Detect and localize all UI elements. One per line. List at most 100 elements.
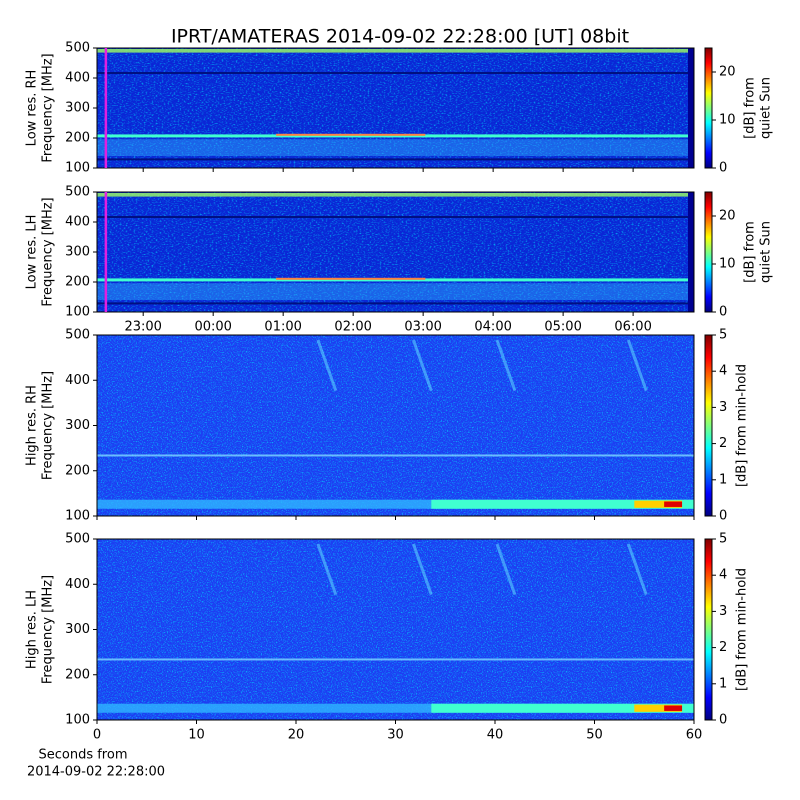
x-tick-label: 40 <box>487 728 504 743</box>
y-tick-label: 200 <box>65 275 90 290</box>
colorbar <box>704 191 713 313</box>
band <box>97 193 694 197</box>
band <box>97 216 694 218</box>
colorbar-tick-label: 4 <box>719 364 727 379</box>
colorbar <box>704 334 713 517</box>
x-tick-label: 02:00 <box>334 320 371 335</box>
burst <box>495 543 517 596</box>
colorbar-tick-label: 2 <box>719 640 727 655</box>
colorbar-label: [dB] from min-hold <box>735 364 750 487</box>
band <box>634 704 683 712</box>
x-tick-label: 06:00 <box>614 320 651 335</box>
colorbar-tick-label: 1 <box>719 676 727 691</box>
burst <box>316 543 338 596</box>
band <box>97 72 694 74</box>
colorbar-tick-label: 5 <box>719 532 727 547</box>
colorbar-tick-label: 4 <box>719 568 727 583</box>
y-tick-label: 200 <box>65 667 90 682</box>
y-tick-label: 100 <box>65 161 90 176</box>
y-tick-label: 500 <box>65 532 90 547</box>
y-tick-label: 300 <box>65 622 90 637</box>
x-tick-label: 10 <box>188 728 205 743</box>
colorbar-tick-label: 20 <box>719 209 736 224</box>
colorbar-tick-label: 0 <box>719 161 727 176</box>
colorbar-label: quiet Sun <box>759 77 774 139</box>
band <box>97 703 694 713</box>
band <box>97 278 694 282</box>
y-tick-label: 500 <box>65 41 90 56</box>
band <box>97 158 694 161</box>
burst <box>495 339 517 392</box>
colorbar-tick-label: 3 <box>719 604 727 619</box>
burst <box>626 543 648 596</box>
y-tick-label: 100 <box>65 509 90 524</box>
colorbar-label: [dB] from min-hold <box>735 568 750 691</box>
burst <box>626 339 648 392</box>
colorbar <box>704 47 713 169</box>
colorbar-tick-label: 20 <box>719 65 736 80</box>
y-axis-label: Frequency [MHz] <box>41 575 56 684</box>
burst <box>411 543 433 596</box>
y-axis-label: High res. LH <box>25 590 40 669</box>
y-tick-label: 100 <box>65 305 90 320</box>
band <box>431 499 694 509</box>
x-tick-label: 20 <box>288 728 305 743</box>
chart-title: IPRT/AMATERAS 2014-09-02 22:28:00 [UT] 0… <box>171 26 629 48</box>
band <box>431 703 694 713</box>
band <box>664 501 683 507</box>
y-tick-label: 400 <box>65 71 90 86</box>
y-axis-label: Frequency [MHz] <box>41 371 56 480</box>
band <box>97 49 694 53</box>
x-axis-label: Seconds from <box>38 748 127 763</box>
colorbar-tick-label: 0 <box>719 305 727 320</box>
colorbar-tick-label: 3 <box>719 400 727 415</box>
x-axis-label: 2014-09-02 22:28:00 <box>27 765 165 780</box>
y-tick-label: 300 <box>65 245 90 260</box>
colorbar-tick-label: 10 <box>719 257 736 272</box>
band <box>97 139 694 156</box>
spectrogram-noise <box>97 48 694 168</box>
panel: 100 200 300 400 500 High res. RH Frequency [MH… <box>25 328 750 524</box>
colorbar-tick-label: 10 <box>719 113 736 128</box>
colorbar-label: [dB] from <box>743 77 758 139</box>
x-tick-label: 0 <box>93 728 101 743</box>
band <box>688 48 694 168</box>
burst <box>316 339 338 392</box>
y-tick-label: 400 <box>65 373 90 388</box>
x-tick-label: 04:00 <box>474 320 511 335</box>
y-tick-label: 200 <box>65 463 90 478</box>
x-tick-label: 60 <box>686 728 703 743</box>
x-tick-label: 00:00 <box>194 320 231 335</box>
x-tick-label: 23:00 <box>124 320 161 335</box>
colorbar-label: quiet Sun <box>759 221 774 283</box>
spectrogram-noise <box>97 335 694 516</box>
band <box>664 705 683 711</box>
band <box>97 302 694 305</box>
y-tick-label: 500 <box>65 328 90 343</box>
y-axis-label: High res. RH <box>25 385 40 466</box>
colorbar-tick-label: 0 <box>719 509 727 524</box>
y-axis-label: Low res. RH <box>25 70 40 147</box>
burst <box>411 339 433 392</box>
band <box>97 499 694 509</box>
band <box>97 283 694 300</box>
y-tick-label: 100 <box>65 713 90 728</box>
y-axis-label: Frequency [MHz] <box>41 197 56 306</box>
x-tick-label: 05:00 <box>544 320 581 335</box>
band <box>634 500 683 508</box>
colorbar-tick-label: 1 <box>719 472 727 487</box>
band <box>97 454 694 457</box>
y-axis-label: Frequency [MHz] <box>41 53 56 162</box>
x-tick-label: 03:00 <box>404 320 441 335</box>
spectrogram-noise <box>97 539 694 720</box>
colorbar-label: [dB] from <box>743 221 758 283</box>
y-tick-label: 400 <box>65 215 90 230</box>
band <box>688 192 694 312</box>
x-tick-label: 30 <box>387 728 404 743</box>
y-tick-label: 400 <box>65 577 90 592</box>
y-axis-label: Low res. LH <box>25 215 40 290</box>
